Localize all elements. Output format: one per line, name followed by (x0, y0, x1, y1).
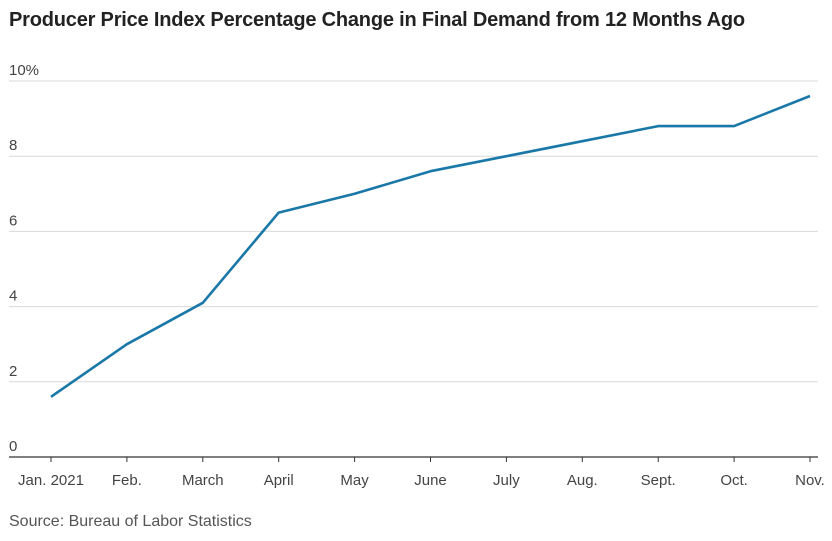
series-layer (50, 94, 811, 398)
y-tick-label: 8 (9, 137, 17, 154)
x-tick-label: Jan. 2021 (18, 472, 84, 489)
x-tick-label: Nov. (795, 472, 825, 489)
x-tick-label: Feb. (112, 472, 142, 489)
x-axis-tick-labels: Jan. 2021 Feb. March April May June July Aug. Se… (18, 472, 825, 489)
x-tick-label: April (264, 472, 294, 489)
chart-title: Producer Price Index Percentage Change i… (9, 9, 745, 31)
x-tick-label: May (340, 472, 369, 489)
source-note: Source: Bureau of Labor Statistics (9, 513, 252, 530)
x-tick-label: June (414, 472, 447, 489)
grid-lines (9, 80, 818, 383)
y-tick-label: 2 (9, 363, 17, 380)
y-tick-label: 4 (9, 288, 17, 305)
x-tick-label: Sept. (641, 472, 676, 489)
x-tick-label: Aug. (567, 472, 598, 489)
series-line (50, 94, 811, 398)
y-tick-label: 10% (9, 62, 39, 79)
y-tick-label: 6 (9, 212, 17, 229)
x-axis (9, 456, 818, 462)
x-tick-label: March (182, 472, 224, 489)
y-tick-label: 0 (9, 438, 17, 455)
x-tick-label: July (493, 472, 520, 489)
y-axis-tick-labels: 0 2 4 6 8 10% (9, 62, 39, 455)
x-tick-label: Oct. (720, 472, 748, 489)
